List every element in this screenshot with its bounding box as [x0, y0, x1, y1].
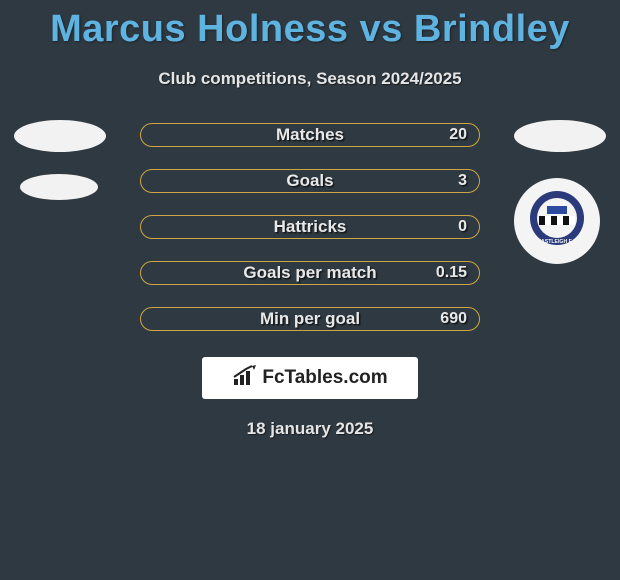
page-subtitle: Club competitions, Season 2024/2025	[0, 69, 620, 89]
stat-label: Goals	[286, 171, 333, 191]
footer-date: 18 january 2025	[0, 419, 620, 439]
stat-label: Hattricks	[274, 217, 347, 237]
page-title: Marcus Holness vs Brindley	[0, 0, 620, 51]
stat-value-right: 3	[458, 172, 467, 190]
stat-bar: Hattricks 0	[140, 215, 480, 239]
right-decor	[514, 120, 606, 152]
club-crest-icon: EASTLEIGH F.C	[529, 190, 585, 252]
stat-value-right: 20	[449, 126, 467, 144]
stat-bar: Goals per match 0.15	[140, 261, 480, 285]
stat-value-right: 0.15	[436, 264, 467, 282]
decor-ellipse	[514, 120, 606, 152]
club-badge: EASTLEIGH F.C	[514, 178, 600, 264]
stat-bar: Matches 20	[140, 123, 480, 147]
branding-badge: FcTables.com	[202, 357, 418, 399]
branding-text: FcTables.com	[262, 367, 387, 389]
decor-ellipse	[14, 120, 106, 152]
left-decor	[14, 120, 106, 222]
stat-label: Goals per match	[243, 263, 376, 283]
stat-label: Matches	[276, 125, 344, 145]
decor-ellipse	[20, 174, 98, 200]
stat-bar: Min per goal 690	[140, 307, 480, 331]
stat-value-right: 0	[458, 218, 467, 236]
stat-bar: Goals 3	[140, 169, 480, 193]
stat-value-right: 690	[440, 310, 467, 328]
stat-label: Min per goal	[260, 309, 360, 329]
svg-text:EASTLEIGH F.C: EASTLEIGH F.C	[538, 239, 577, 245]
branding-chart-icon	[232, 365, 258, 392]
